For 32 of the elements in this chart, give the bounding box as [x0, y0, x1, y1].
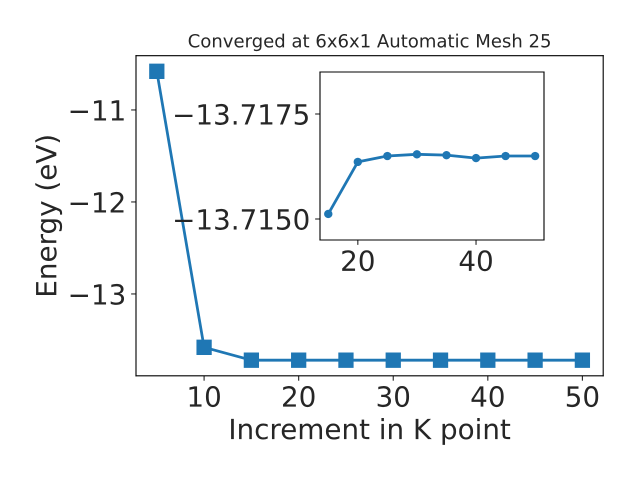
x-tick-label: 40 [472, 386, 504, 408]
x-tick-label: 20 [342, 250, 374, 272]
point [291, 352, 306, 368]
point [501, 152, 510, 160]
point [338, 352, 354, 368]
y-tick-label: −13 [70, 284, 124, 305]
point [386, 352, 401, 368]
x-tick-label: 40 [460, 250, 492, 272]
chart-title: Converged at 6x6x1 Automatic Mesh 25 [188, 34, 550, 52]
point [354, 158, 362, 166]
point [472, 154, 480, 162]
y-tick-label: −13.7175 [175, 104, 308, 125]
point [574, 352, 590, 368]
y-tick-label: −12 [70, 192, 124, 213]
point [383, 152, 392, 160]
x-tick-label: 50 [566, 386, 598, 408]
point [412, 150, 422, 158]
x-tick-label: 20 [283, 386, 314, 408]
point [480, 352, 496, 368]
point [324, 210, 332, 218]
y-tick-label: −11 [70, 100, 124, 121]
point [442, 150, 451, 160]
point [149, 64, 164, 79]
y-axis-title: Energy (eV) [35, 136, 62, 295]
point [432, 352, 448, 368]
x-tick-label: 30 [378, 386, 410, 408]
x-tick-label: 10 [189, 386, 220, 408]
point [196, 340, 212, 355]
point [530, 152, 540, 160]
point [527, 352, 543, 368]
point [244, 352, 260, 368]
x-axis-title: Increment in K point [231, 418, 510, 445]
